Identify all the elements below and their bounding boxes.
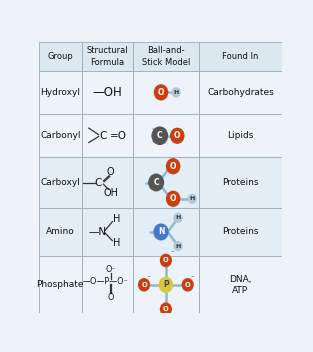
- FancyBboxPatch shape: [199, 157, 282, 208]
- FancyBboxPatch shape: [199, 42, 282, 71]
- Text: Carbohydrates: Carbohydrates: [207, 88, 274, 97]
- FancyBboxPatch shape: [199, 114, 282, 157]
- Text: Proteins: Proteins: [222, 178, 259, 187]
- FancyBboxPatch shape: [199, 71, 282, 114]
- Circle shape: [148, 174, 164, 191]
- Circle shape: [182, 278, 194, 291]
- FancyBboxPatch shape: [132, 71, 199, 114]
- FancyBboxPatch shape: [39, 114, 82, 157]
- Text: C: C: [157, 131, 163, 140]
- Text: H: H: [190, 196, 195, 201]
- Text: O: O: [141, 282, 147, 288]
- Text: Phosphate: Phosphate: [37, 280, 84, 289]
- Text: =O: =O: [110, 131, 126, 141]
- Text: H: H: [175, 244, 181, 249]
- FancyBboxPatch shape: [39, 157, 82, 208]
- Text: Group: Group: [48, 52, 73, 61]
- FancyBboxPatch shape: [82, 114, 132, 157]
- FancyBboxPatch shape: [132, 157, 199, 208]
- Circle shape: [159, 277, 173, 293]
- FancyBboxPatch shape: [199, 256, 282, 313]
- Circle shape: [151, 126, 168, 145]
- FancyBboxPatch shape: [132, 114, 199, 157]
- Circle shape: [170, 128, 185, 144]
- Circle shape: [166, 191, 180, 207]
- Text: —OH: —OH: [92, 86, 122, 99]
- Text: ⁻: ⁻: [190, 275, 194, 281]
- Circle shape: [172, 87, 181, 98]
- Text: DNA,
ATP: DNA, ATP: [229, 275, 252, 295]
- Text: Carboxyl: Carboxyl: [40, 178, 80, 187]
- Text: O: O: [163, 306, 169, 312]
- FancyBboxPatch shape: [199, 208, 282, 256]
- FancyBboxPatch shape: [82, 157, 132, 208]
- Text: OH: OH: [103, 188, 118, 198]
- Text: Carbonyl: Carbonyl: [40, 131, 81, 140]
- Text: O: O: [170, 194, 177, 203]
- Text: O: O: [174, 131, 181, 140]
- Text: H: H: [175, 215, 181, 220]
- Text: P: P: [163, 280, 169, 289]
- FancyBboxPatch shape: [82, 42, 132, 71]
- FancyBboxPatch shape: [132, 42, 199, 71]
- Text: Lipids: Lipids: [227, 131, 254, 140]
- Text: O: O: [107, 293, 114, 302]
- Text: O: O: [158, 88, 164, 97]
- FancyBboxPatch shape: [132, 256, 199, 313]
- Text: Hydroxyl: Hydroxyl: [40, 88, 80, 97]
- Circle shape: [138, 278, 150, 291]
- Text: H: H: [113, 214, 120, 224]
- Text: O: O: [185, 282, 191, 288]
- Text: O: O: [107, 167, 115, 177]
- Text: Structural
Formula: Structural Formula: [86, 46, 128, 67]
- Text: C: C: [95, 177, 102, 188]
- Text: —N: —N: [88, 227, 106, 237]
- Text: Amino: Amino: [46, 227, 75, 237]
- FancyBboxPatch shape: [132, 208, 199, 256]
- FancyBboxPatch shape: [82, 208, 132, 256]
- Text: N: N: [158, 227, 164, 237]
- Text: Found In: Found In: [222, 52, 259, 61]
- FancyBboxPatch shape: [82, 256, 132, 313]
- Circle shape: [173, 213, 182, 223]
- FancyBboxPatch shape: [82, 71, 132, 114]
- Text: Ball-and-
Stick Model: Ball-and- Stick Model: [142, 46, 190, 67]
- Circle shape: [166, 158, 180, 174]
- Text: —O—P—O⁻: —O—P—O⁻: [83, 277, 129, 286]
- Circle shape: [188, 194, 197, 204]
- Text: C: C: [153, 178, 159, 187]
- Circle shape: [153, 224, 169, 240]
- Text: ⁻: ⁻: [146, 275, 150, 281]
- Circle shape: [160, 254, 172, 267]
- Text: O: O: [163, 257, 169, 263]
- Circle shape: [160, 302, 172, 316]
- Text: H: H: [113, 238, 120, 249]
- Text: O: O: [170, 162, 177, 171]
- FancyBboxPatch shape: [39, 256, 82, 313]
- FancyBboxPatch shape: [39, 208, 82, 256]
- Text: ⁻: ⁻: [170, 251, 174, 257]
- Circle shape: [154, 84, 168, 101]
- Text: O⁻: O⁻: [105, 265, 116, 275]
- FancyBboxPatch shape: [39, 42, 82, 71]
- Text: C: C: [99, 131, 106, 141]
- FancyBboxPatch shape: [39, 71, 82, 114]
- Text: Proteins: Proteins: [222, 227, 259, 237]
- Circle shape: [173, 241, 182, 251]
- Text: H: H: [173, 90, 179, 95]
